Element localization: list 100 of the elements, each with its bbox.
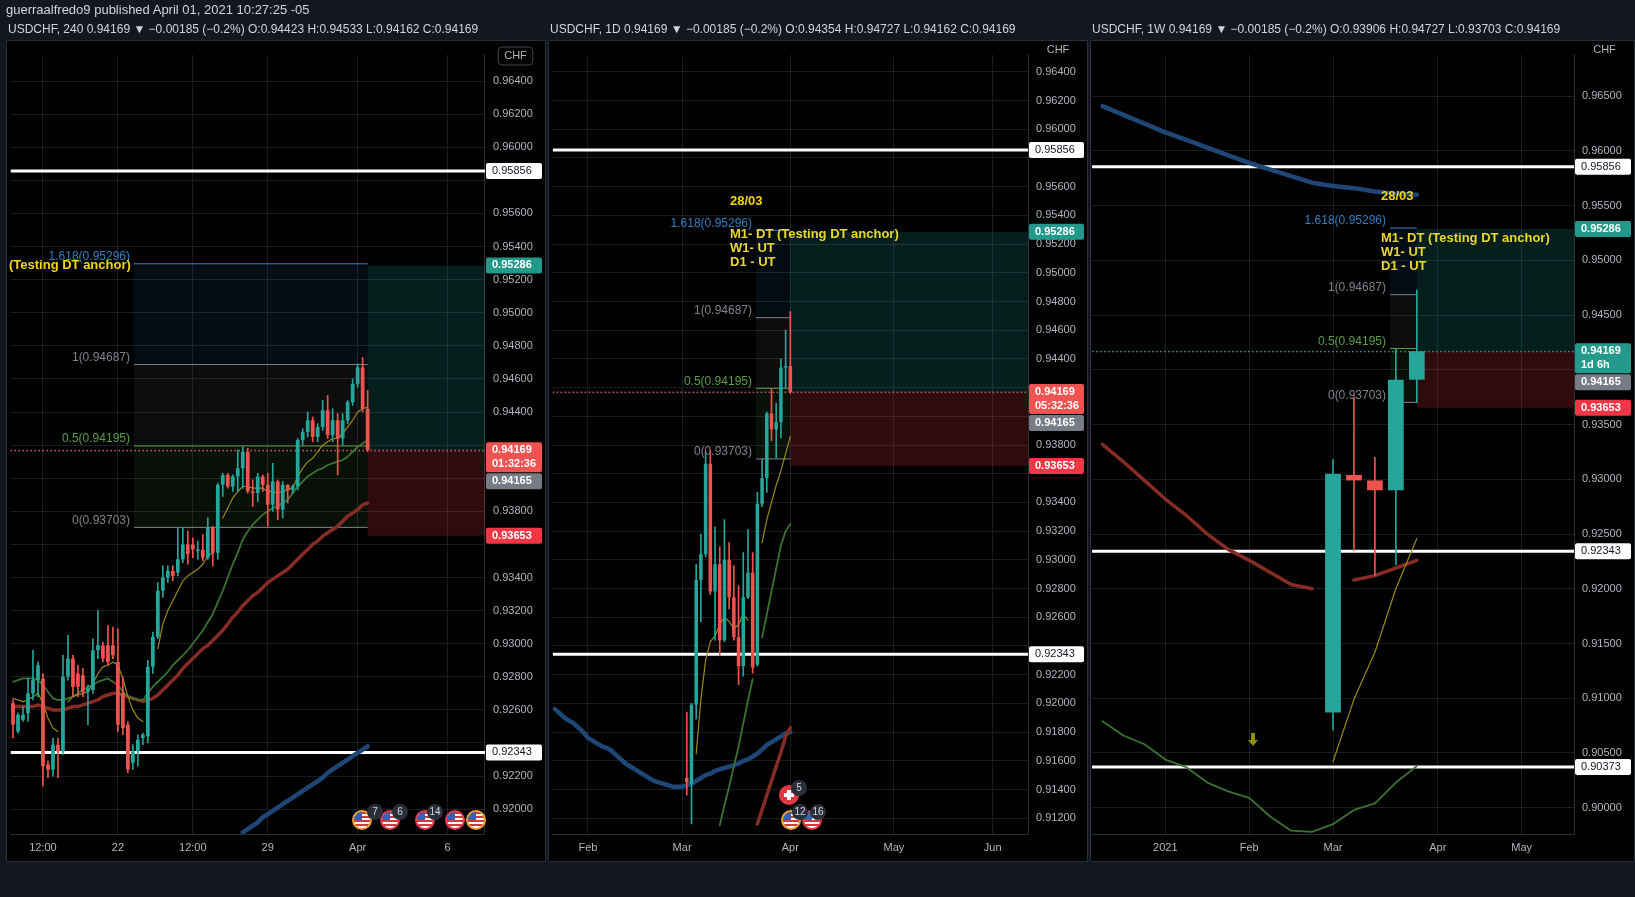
y-tick-label: 0.92600 [493, 702, 533, 715]
x-tick-label: 22 [111, 840, 125, 853]
ref-line-label: 1.618(0.95296) [1304, 213, 1386, 228]
ref-line-label: 0.5(0.94195) [61, 431, 130, 446]
y-tick-label: 0.96000 [493, 140, 533, 153]
y-tick-label: 0.93400 [1036, 495, 1076, 508]
ref-line-label: 0.92343 [492, 745, 532, 758]
y-tick-label: 0.92000 [1582, 581, 1622, 594]
y-tick-label: 0.90000 [1582, 800, 1622, 813]
ref-line-label: 0.94165 [492, 474, 532, 487]
y-tick-label: 0.91500 [1582, 636, 1622, 649]
x-tick-label: Mar [672, 840, 692, 853]
band-label: 0.95286 [1035, 224, 1075, 237]
ref-line-label: 0.92343 [1035, 647, 1075, 660]
y-tick-label: 0.91800 [1036, 725, 1076, 738]
y-tick-label: 0.96500 [1582, 89, 1622, 102]
y-tick-label: 0.96000 [1036, 122, 1076, 135]
y-tick-label: 0.95400 [1036, 208, 1076, 221]
x-tick-label: 12:00 [29, 840, 57, 853]
y-tick-label: 0.93500 [1582, 417, 1622, 430]
y-tick-label: 0.93400 [493, 570, 533, 583]
ref-line-label: 1(0.94687) [71, 349, 130, 364]
annotation: 28/03 [1381, 187, 1414, 203]
band-label: 0.93653 [1581, 400, 1621, 413]
x-tick-label: Mar [1323, 840, 1343, 853]
y-tick-label: 0.92800 [493, 669, 533, 682]
ref-line-label: 0(0.93703) [71, 512, 130, 527]
chart-title: USDCHF, 240 0.94169 ▼ −0.00185 (−0.2%) O:0.94423 H:0.94533 L:0.94162 C:0.94169 [8, 21, 479, 37]
y-tick-label: 0.95000 [1582, 253, 1622, 266]
ref-line-label: 0.95856 [1581, 159, 1621, 172]
y-tick-label: 0.92600 [1036, 610, 1076, 623]
y-tick-label: 0.95200 [1036, 237, 1076, 250]
ref-line-label: 0.95856 [492, 164, 532, 177]
annotation: 16 [810, 804, 826, 820]
y-tick-label: 0.92200 [493, 769, 533, 782]
y-tick-label: 0.93800 [1036, 438, 1076, 451]
y-tick-label: 0.95000 [493, 305, 533, 318]
x-tick-label: Apr [349, 840, 367, 853]
y-tick-label: 0.95400 [493, 239, 533, 252]
x-tick-label: May [1511, 840, 1533, 853]
ref-line-label: 0.94169 01:32:36 [492, 443, 537, 470]
y-tick-label: 0.94600 [493, 371, 533, 384]
ref-line-label: 0.5(0.94195) [683, 373, 752, 388]
ref-line-label: 1(0.94687) [693, 303, 752, 318]
annotation: 5 [791, 780, 807, 796]
ref-line-label: 0.5(0.94195) [1317, 333, 1386, 348]
y-tick-label: 0.91200 [1036, 811, 1076, 824]
y-tick-label: 0.92000 [1036, 696, 1076, 709]
annotation: 6 [392, 804, 408, 820]
y-tick-label: 0.92500 [1582, 527, 1622, 540]
y-tick-label: 0.96000 [1582, 143, 1622, 156]
y-axis-title: CHF [504, 49, 528, 62]
y-tick-label: 0.94500 [1582, 308, 1622, 321]
y-tick-label: 0.96200 [1036, 93, 1076, 106]
x-tick-label: 29 [261, 840, 274, 853]
annotation: 12 [792, 804, 808, 820]
chart-title: USDCHF, 1W 0.94169 ▼ −0.00185 (−0.2%) O:0.93906 H:0.94727 L:0.93703 C:0.94169 [1092, 21, 1561, 37]
ref-line-label: 0.94165 [1035, 416, 1075, 429]
y-tick-label: 0.95600 [493, 206, 533, 219]
y-tick-label: 0.93200 [493, 603, 533, 616]
ref-line-label: 0.94169 1d 6h [1581, 344, 1621, 371]
y-tick-label: 0.95000 [1036, 265, 1076, 278]
y-tick-label: 0.91600 [1036, 753, 1076, 766]
x-tick-label: Feb [1239, 840, 1259, 853]
annotation: 14 [427, 804, 443, 820]
x-tick-label: May [883, 840, 905, 853]
chart-title: USDCHF, 1D 0.94169 ▼ −0.00185 (−0.2%) O:0.94354 H:0.94727 L:0.94162 C:0.94169 [550, 21, 1016, 37]
y-axis-title: CHF [1046, 43, 1070, 56]
ref-line-label: 0(0.93703) [1327, 387, 1386, 402]
annotation: M1- DT (Testing DT anchor) W1- UT D1 - UT [1381, 229, 1550, 273]
text: guerraalfredo9 published April 01, 2021 10:27:25 -05 [6, 2, 310, 18]
ref-line-label: 1(0.94687) [1327, 279, 1386, 294]
y-tick-label: 0.92200 [1036, 667, 1076, 680]
y-tick-label: 0.95200 [493, 272, 533, 285]
x-tick-label: 12:00 [179, 840, 207, 853]
y-tick-label: 0.90500 [1582, 746, 1622, 759]
y-tick-label: 0.95500 [1582, 198, 1622, 211]
annotation: 7 [367, 804, 383, 820]
band-label: 0.93653 [1035, 459, 1075, 472]
band-label: 0.95286 [492, 258, 532, 271]
y-tick-label: 0.92800 [1036, 581, 1076, 594]
y-tick-label: 0.93200 [1036, 524, 1076, 537]
ref-line-label: 0(0.93703) [693, 444, 752, 459]
y-tick-label: 0.93000 [1582, 472, 1622, 485]
x-tick-label: Apr [781, 840, 800, 853]
ref-line-label: 0.94165 [1581, 375, 1621, 388]
ref-line-label: 0.95856 [1035, 142, 1075, 155]
y-tick-label: 0.92000 [493, 802, 533, 815]
y-tick-label: 0.93800 [493, 504, 533, 517]
y-tick-label: 0.94400 [1036, 351, 1076, 364]
y-tick-label: 0.95600 [1036, 179, 1076, 192]
y-tick-label: 0.96200 [493, 107, 533, 120]
y-tick-label: 0.96400 [1036, 64, 1076, 77]
y-tick-label: 0.94800 [493, 338, 533, 351]
y-tick-label: 0.96400 [493, 74, 533, 87]
x-tick-label: Feb [578, 840, 598, 853]
x-tick-label: 2021 [1153, 840, 1178, 853]
annotation: 28/03 [730, 192, 763, 208]
y-tick-label: 0.91000 [1582, 691, 1622, 704]
y-tick-label: 0.91400 [1036, 782, 1076, 795]
